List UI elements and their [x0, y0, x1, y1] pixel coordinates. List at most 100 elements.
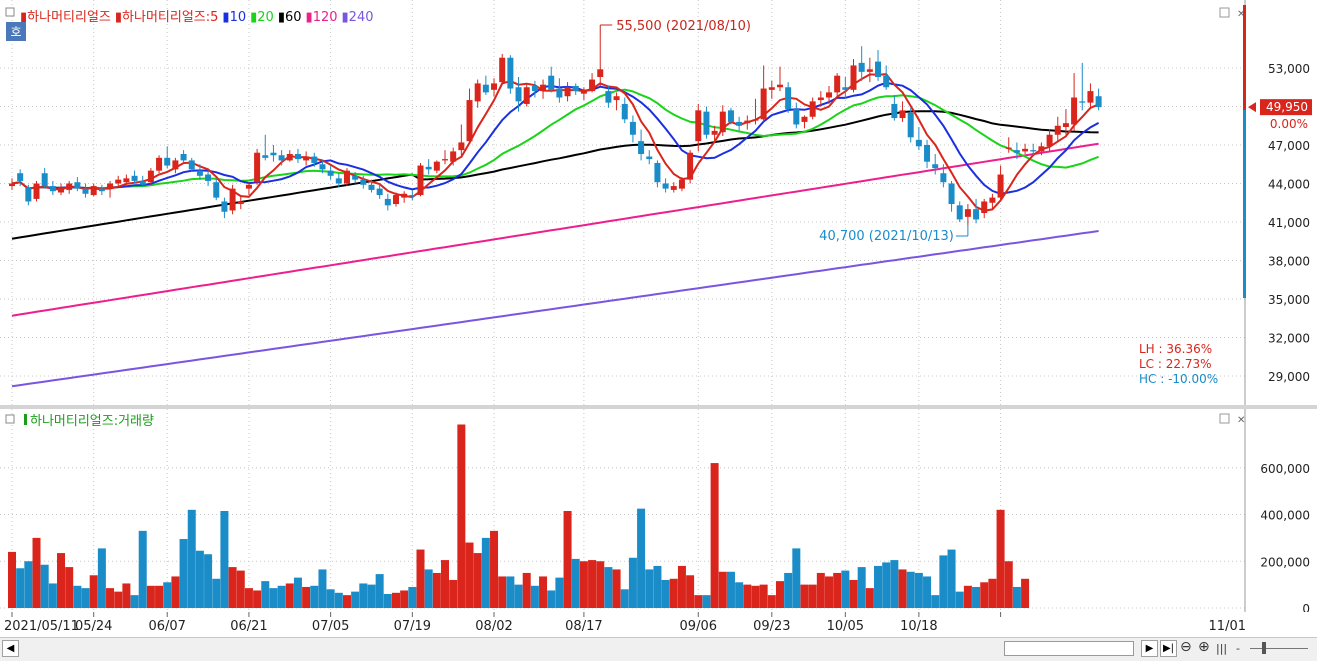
slider-min-icon[interactable]: -	[1236, 642, 1240, 655]
volume-pane-close-icon[interactable]: ✕	[1237, 415, 1245, 426]
volume-bar	[865, 588, 874, 608]
volume-bar	[40, 564, 49, 608]
volume-bar	[726, 571, 735, 608]
volume-chart-svg[interactable]: 600,000 400,000 200,000 0 하나머티리얼즈:거래량 ✕	[0, 409, 1317, 616]
stock-badge-label: 호	[10, 25, 21, 39]
volume-bar	[24, 561, 33, 608]
volume-bar	[637, 508, 646, 608]
volume-bar	[710, 463, 719, 608]
price-tick-label: 32,000	[1268, 332, 1310, 346]
candle	[41, 168, 48, 189]
candle	[956, 201, 963, 222]
volume-bar	[261, 581, 270, 608]
price-tick-label: 44,000	[1268, 178, 1310, 192]
volume-bar	[375, 574, 384, 608]
price-chart-svg[interactable]: 53,00050,00047,00044,00041,00038,00035,0…	[0, 0, 1317, 405]
candle	[695, 103, 702, 152]
volume-pane-maximize-icon[interactable]	[1219, 413, 1230, 424]
volume-bar	[596, 561, 605, 608]
candle	[834, 73, 841, 97]
candle	[450, 147, 457, 166]
volume-bar	[236, 570, 245, 608]
candle	[188, 157, 195, 172]
candle	[368, 179, 375, 193]
chart-scrollbar[interactable]: ◀ ▶ ▶| ⊖ ⊕ ||| -	[0, 637, 1317, 661]
volume-bar	[179, 539, 188, 608]
candle	[147, 168, 154, 185]
candle	[303, 151, 310, 166]
price-pane[interactable]: 53,00050,00047,00044,00041,00038,00035,0…	[0, 0, 1317, 405]
scroll-end-button[interactable]: ▶|	[1160, 640, 1177, 657]
candle	[817, 91, 824, 107]
date-tick-label: 05/24	[75, 619, 112, 634]
candle	[711, 125, 718, 143]
scroll-right-button[interactable]: ▶	[1141, 640, 1158, 657]
volume-legend-toggle-icon[interactable]	[5, 414, 15, 424]
candle	[278, 150, 285, 166]
date-tick-label: 09/23	[753, 619, 790, 634]
candle	[973, 198, 980, 224]
zoom-in-icon[interactable]: ⊕	[1198, 639, 1210, 655]
volume-bar	[416, 549, 425, 608]
pane-maximize-icon[interactable]	[1219, 7, 1230, 18]
legend-swatch: ▮	[306, 10, 313, 25]
candle	[883, 65, 890, 90]
volume-bar	[963, 585, 972, 608]
volume-bar	[481, 537, 490, 608]
volume-bar	[792, 548, 801, 608]
scroll-left-button[interactable]: ◀	[2, 640, 19, 657]
stock-badge-icon[interactable]	[6, 22, 26, 41]
candle	[17, 169, 24, 187]
zoom-out-icon[interactable]: ⊖	[1180, 639, 1192, 655]
volume-bar	[57, 553, 66, 608]
candle	[907, 107, 914, 143]
volume-bar	[547, 590, 556, 608]
candle	[981, 198, 988, 219]
candle	[776, 66, 783, 92]
candle	[605, 85, 612, 108]
volume-bar	[522, 572, 531, 608]
volume-legend-label: 하나머티리얼즈:거래량	[30, 414, 154, 429]
zoom-slider-track[interactable]	[1250, 648, 1308, 649]
pane-close-icon[interactable]: ✕	[1237, 9, 1245, 20]
volume-bar	[686, 575, 695, 608]
candle-width-icon[interactable]: |||	[1216, 642, 1228, 655]
candle	[1095, 88, 1102, 111]
candle	[491, 78, 498, 97]
legend-swatch: ▮	[20, 10, 27, 25]
candle	[107, 180, 114, 198]
candle	[33, 180, 40, 202]
volume-bar	[269, 588, 278, 608]
volume-bar	[277, 585, 286, 608]
legend-toggle-icon[interactable]	[5, 7, 15, 17]
pane-divider[interactable]	[0, 405, 1317, 409]
candle	[376, 183, 383, 199]
date-axis: 2021/05/11 05/24 06/07 06/21 07/05 07/19 08/02…	[0, 612, 1317, 637]
candle	[809, 97, 816, 120]
volume-bar	[432, 572, 441, 608]
volume-pane[interactable]: 600,000 400,000 200,000 0 하나머티리얼즈:거래량 ✕	[0, 409, 1317, 616]
candle	[964, 204, 971, 226]
date-tick-label: 11/01	[1209, 619, 1246, 634]
volume-bar	[914, 572, 923, 608]
volume-bar	[947, 549, 956, 608]
scroll-thumb[interactable]	[1004, 641, 1134, 656]
current-price-label: 49,950	[1266, 100, 1308, 114]
candle	[352, 171, 359, 184]
volume-bar	[228, 567, 237, 608]
candle	[1071, 73, 1078, 131]
candle	[82, 183, 89, 198]
legend-item-label: 하나머티리얼즈	[27, 10, 111, 25]
candle	[115, 175, 122, 188]
volume-bar	[163, 582, 172, 608]
candle	[572, 83, 579, 95]
candle	[392, 192, 399, 207]
candle	[556, 78, 563, 103]
legend-swatch: ▮	[250, 10, 257, 25]
zoom-slider-knob[interactable]	[1262, 642, 1266, 654]
volume-bar	[923, 576, 932, 608]
volume-bar	[980, 582, 989, 608]
current-price-arrow-icon	[1248, 102, 1256, 113]
candle	[1030, 143, 1037, 156]
